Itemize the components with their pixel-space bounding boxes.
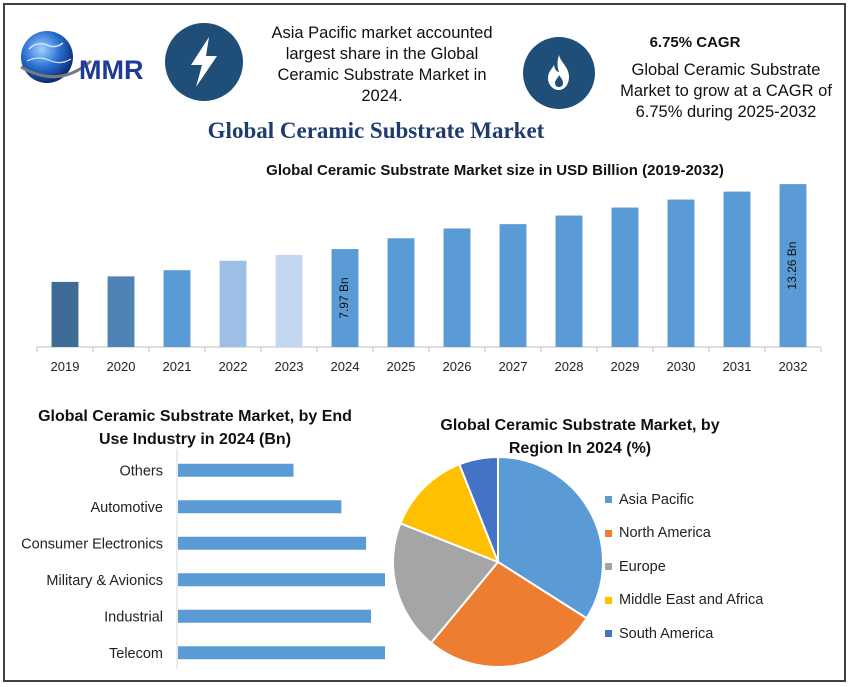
legend-swatch: [605, 596, 612, 604]
category-label: Others: [119, 463, 163, 479]
legend-item: Middle East and Africa: [605, 584, 845, 618]
legend-label: South America: [619, 625, 714, 642]
legend-label: Middle East and Africa: [619, 592, 764, 609]
hbar-automotive: [178, 500, 342, 514]
region-legend: Asia Pacific North America Europe Middle Ea…: [605, 483, 845, 651]
legend-item: South America: [605, 617, 845, 651]
data-label: 13.26 Bn: [785, 242, 799, 290]
x-tick-label: 2024: [331, 359, 360, 374]
cagr-text: Global Ceramic Substrate Market to grow …: [620, 61, 832, 121]
bar-2032: [779, 184, 807, 347]
category-label: Telecom: [109, 646, 163, 662]
x-tick-label: 2030: [667, 359, 696, 374]
region-chart-title: Global Ceramic Substrate Market, by Regi…: [440, 417, 720, 457]
legend-swatch: [605, 496, 612, 504]
logo-text: MMR: [79, 55, 143, 85]
bar-2027: [499, 224, 527, 347]
pie-slice-south-america: [458, 455, 499, 563]
pie-slice-north-america: [429, 560, 589, 668]
x-tick-label: 2020: [107, 359, 136, 374]
x-tick-label: 2029: [611, 359, 640, 374]
hbar-military-avionics: [178, 573, 385, 587]
x-tick-label: 2032: [779, 359, 808, 374]
lightning-icon: [165, 23, 243, 101]
cagr-title: 6.75% CAGR: [649, 34, 741, 51]
end-use-chart: Others Automotive Consumer Electronics Mili…: [21, 449, 385, 669]
bar-2025: [387, 238, 415, 347]
data-label: 7.97 Bn: [337, 277, 351, 318]
legend-item: North America: [605, 517, 845, 551]
bar-2019: [51, 281, 79, 347]
end-use-chart-title: Global Ceramic Substrate Market, by End …: [38, 408, 352, 448]
bar-2024: [331, 249, 359, 347]
infographic-frame: MMR Asia Pacific market accounted larges…: [3, 3, 846, 682]
pie-slice-middle-east-and-africa: [399, 463, 500, 564]
market-size-chart: 2019 2020 2021 2022 2023 2024 2025 2026 2027 2028…: [36, 184, 822, 374]
x-tick-label: 2027: [499, 359, 528, 374]
legend-swatch: [605, 563, 612, 571]
x-tick-label: 2026: [443, 359, 472, 374]
bar-2022: [219, 260, 247, 347]
bar-2031: [723, 191, 751, 347]
legend-swatch: [605, 529, 612, 537]
market-size-chart-title: Global Ceramic Substrate Market size in …: [266, 162, 724, 179]
category-label: Consumer Electronics: [21, 536, 163, 552]
x-tick-label: 2021: [163, 359, 192, 374]
category-label: Automotive: [90, 500, 163, 516]
main-title: Global Ceramic Substrate Market: [207, 118, 545, 143]
category-label: Industrial: [104, 609, 163, 625]
hbar-consumer-electronics: [178, 536, 367, 550]
x-tick-label: 2028: [555, 359, 584, 374]
legend-label: North America: [619, 525, 711, 542]
bar-2029: [611, 207, 639, 347]
bar-2021: [163, 270, 191, 347]
mmr-logo: MMR: [19, 27, 161, 93]
pie-slice-europe: [392, 522, 500, 645]
category-label: Military & Avionics: [46, 573, 163, 589]
legend-item: Europe: [605, 550, 845, 584]
legend-swatch: [605, 630, 612, 638]
globe-icon: [21, 31, 73, 83]
hbar-others: [178, 463, 294, 477]
region-pie-chart: [392, 455, 604, 668]
bar-2030: [667, 199, 695, 347]
x-tick-label: 2022: [219, 359, 248, 374]
headline-text: Asia Pacific market accounted largest sh…: [271, 24, 493, 105]
bar-2026: [443, 228, 471, 347]
x-tick-label: 2025: [387, 359, 416, 374]
bar-2023: [275, 254, 303, 347]
legend-item: Asia Pacific: [605, 483, 845, 517]
hbar-telecom: [178, 646, 385, 660]
legend-label: Asia Pacific: [619, 491, 694, 508]
x-tick-label: 2019: [51, 359, 80, 374]
bar-2020: [107, 276, 135, 347]
legend-label: Europe: [619, 558, 666, 575]
hbar-industrial: [178, 609, 372, 623]
x-tick-label: 2031: [723, 359, 752, 374]
flame-icon: [523, 37, 595, 109]
x-tick-label: 2023: [275, 359, 304, 374]
bar-2028: [555, 215, 583, 347]
